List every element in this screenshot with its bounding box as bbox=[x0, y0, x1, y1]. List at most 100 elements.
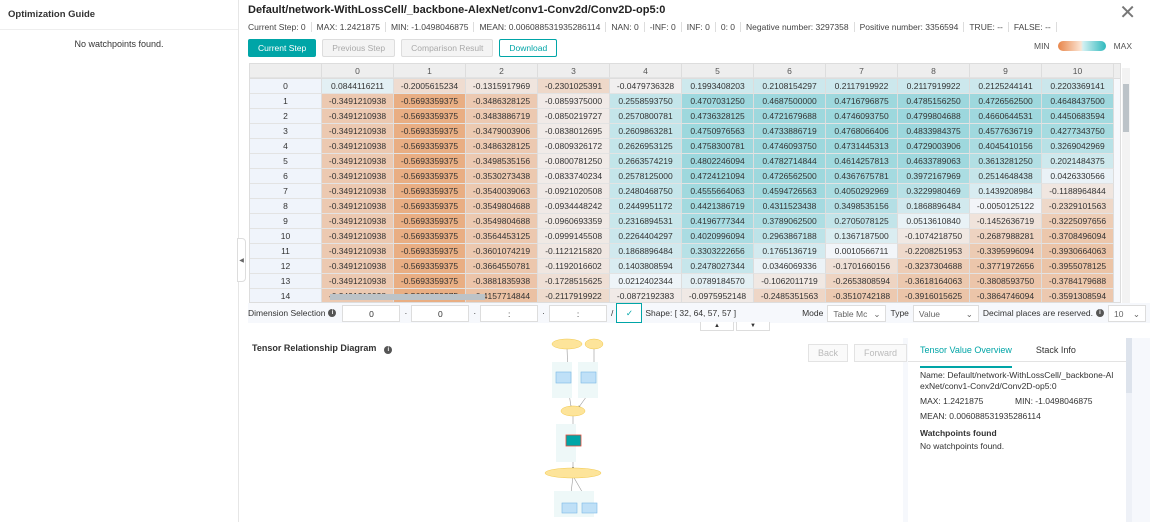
table-cell: -0.5693359375 bbox=[394, 94, 466, 109]
tensor-stats: Current Step: 0 MAX: 1.2421875 MIN: -1.049… bbox=[248, 22, 1057, 32]
info-icon[interactable]: i bbox=[1096, 309, 1104, 317]
table-cell: -0.3395996094 bbox=[970, 244, 1042, 259]
table-cell: 0.4367675781 bbox=[826, 169, 898, 184]
table-cell: 0.4660644531 bbox=[970, 109, 1042, 124]
collapse-sidebar-handle[interactable]: ◀ bbox=[237, 238, 246, 282]
graph-node[interactable] bbox=[580, 371, 597, 384]
stat-item: TRUE: -- bbox=[964, 22, 1009, 32]
mode-value: Table Mc bbox=[833, 308, 868, 319]
stat-item: FALSE: -- bbox=[1009, 22, 1057, 32]
row-index: 9 bbox=[250, 214, 322, 229]
confirm-dimension-button[interactable]: ✓ bbox=[616, 303, 643, 323]
table-cell: 0.4020996094 bbox=[682, 229, 754, 244]
stat-item: Positive number: 3356594 bbox=[855, 22, 965, 32]
tensor-relationship-diagram: Tensor Relationship Diagram i bbox=[248, 338, 908, 522]
table-cell: -0.0800781250 bbox=[538, 154, 610, 169]
table-row: 3 -0.3491210938 -0.5693359375 -0.3479003906… bbox=[250, 124, 1120, 139]
table-cell: 0.4050292969 bbox=[826, 184, 898, 199]
table-cell: 0.4782714844 bbox=[754, 154, 826, 169]
previous-step-button[interactable]: Previous Step bbox=[322, 39, 396, 57]
panel-scrollbar[interactable] bbox=[1126, 338, 1132, 522]
table-cell: 0.2558593750 bbox=[610, 94, 682, 109]
type-value: Value bbox=[918, 308, 941, 319]
table-cell: -0.1452636719 bbox=[970, 214, 1042, 229]
table-cell: 0.4768066406 bbox=[826, 124, 898, 139]
info-icon[interactable]: i bbox=[384, 346, 393, 354]
table-cell: -0.3916015625 bbox=[898, 289, 970, 302]
table-row: 8 -0.3491210938 -0.5693359375 -0.3549804688… bbox=[250, 199, 1120, 214]
type-select[interactable]: Value ⌄ bbox=[912, 304, 979, 322]
table-cell: -0.2301025391 bbox=[538, 79, 610, 94]
table-cell: 0.4687500000 bbox=[754, 94, 826, 109]
decimal-select[interactable]: 10 ⌄ bbox=[1108, 304, 1146, 322]
selected-graph-node[interactable] bbox=[565, 434, 582, 447]
mode-select[interactable]: Table Mc ⌄ bbox=[827, 304, 887, 322]
table-row: 11 -0.3491210938 -0.5693359375 -0.360107421… bbox=[250, 244, 1120, 259]
table-cell: -0.5693359375 bbox=[394, 154, 466, 169]
graph-node[interactable] bbox=[560, 405, 586, 417]
row-index: 7 bbox=[250, 184, 322, 199]
row-index: 14 bbox=[250, 289, 322, 302]
graph-node[interactable] bbox=[561, 502, 578, 514]
tensor-value-table: 0 1 2 3 4 5 6 7 8 9 10 0 0.0844116211 -0.2005615234 -0… bbox=[249, 63, 1121, 303]
graph-node[interactable] bbox=[544, 467, 602, 479]
table-cell: 0.1868896484 bbox=[898, 199, 970, 214]
table-row: 2 -0.3491210938 -0.5693359375 -0.3483886719… bbox=[250, 109, 1120, 124]
download-button[interactable]: Download bbox=[499, 39, 558, 57]
graph-node[interactable] bbox=[584, 338, 604, 350]
table-row: 12 -0.3491210938 -0.5693359375 -0.366455078… bbox=[250, 259, 1120, 274]
stat-item: 0: 0 bbox=[716, 22, 742, 32]
table-horizontal-scrollbar[interactable] bbox=[322, 294, 1132, 300]
graph-back-button[interactable]: Back bbox=[808, 344, 849, 362]
table-cell: -0.5693359375 bbox=[394, 169, 466, 184]
table-cell: 0.4746093750 bbox=[826, 109, 898, 124]
legend-gradient-bar bbox=[1057, 41, 1106, 51]
table-cell: 0.4724121094 bbox=[682, 169, 754, 184]
stat-item: MEAN: 0.006088531935286114 bbox=[474, 22, 607, 32]
tab-tensor-value-overview[interactable]: Tensor Value Overview bbox=[920, 345, 1012, 368]
dimension-input-2[interactable]: : bbox=[480, 304, 539, 322]
collapse-down-button[interactable]: ▼ bbox=[736, 322, 770, 331]
tab-stack-info[interactable]: Stack Info bbox=[1035, 345, 1076, 355]
chevron-down-icon: ⌄ bbox=[873, 308, 881, 319]
table-row: 10 -0.3491210938 -0.5693359375 -0.356445312… bbox=[250, 229, 1120, 244]
table-cell: -0.2687988281 bbox=[970, 229, 1042, 244]
close-icon[interactable]: ✕ bbox=[1119, 2, 1136, 24]
table-cell: 0.2203369141 bbox=[1042, 79, 1114, 94]
table-cell: -0.1074218750 bbox=[898, 229, 970, 244]
table-cell: 0.4716796875 bbox=[826, 94, 898, 109]
graph-node[interactable] bbox=[551, 338, 583, 350]
current-step-button[interactable]: Current Step bbox=[248, 39, 317, 57]
legend-min: MIN bbox=[1033, 41, 1050, 51]
dimension-label: Dimension Selection bbox=[248, 308, 326, 318]
row-index: 11 bbox=[250, 244, 322, 259]
bottom-area: Tensor Relationship Diagram i bbox=[248, 338, 1150, 522]
table-vertical-scrollbar[interactable] bbox=[1122, 68, 1130, 303]
dimension-input-1[interactable]: 0 bbox=[411, 304, 470, 322]
table-cell: 0.0010566711 bbox=[826, 244, 898, 259]
table-cell: -0.3498535156 bbox=[466, 154, 538, 169]
table-cell: -0.3491210938 bbox=[322, 199, 394, 214]
table-cell: 0.4729003906 bbox=[898, 139, 970, 154]
info-icon[interactable]: i bbox=[328, 309, 337, 317]
table-cell: 0.4196777344 bbox=[682, 214, 754, 229]
table-cell: 0.4733886719 bbox=[754, 124, 826, 139]
table-cell: -0.3618164063 bbox=[898, 274, 970, 289]
graph-canvas[interactable] bbox=[248, 338, 903, 522]
column-header: 10 bbox=[1042, 64, 1114, 78]
color-legend: MIN MAX bbox=[1034, 41, 1132, 51]
dimension-input-0[interactable]: 0 bbox=[342, 304, 401, 322]
table-cell: -0.0850219727 bbox=[538, 109, 610, 124]
row-index: 0 bbox=[250, 79, 322, 94]
table-cell: 0.4277343750 bbox=[1042, 124, 1114, 139]
table-cell: -0.0934448242 bbox=[538, 199, 610, 214]
graph-node[interactable] bbox=[581, 502, 598, 514]
graph-forward-button[interactable]: Forward bbox=[854, 344, 908, 362]
dimension-input-3[interactable]: : bbox=[549, 304, 608, 322]
table-row: 0 0.0844116211 -0.2005615234 -0.1315917969-… bbox=[250, 79, 1120, 94]
tensor-title: Default/network-WithLossCell/_backbone-A… bbox=[248, 4, 666, 16]
expand-up-button[interactable]: ▲ bbox=[700, 322, 734, 331]
graph-node[interactable] bbox=[555, 371, 572, 384]
comparison-result-button[interactable]: Comparison Result bbox=[401, 39, 494, 57]
column-header: 7 bbox=[826, 64, 898, 78]
